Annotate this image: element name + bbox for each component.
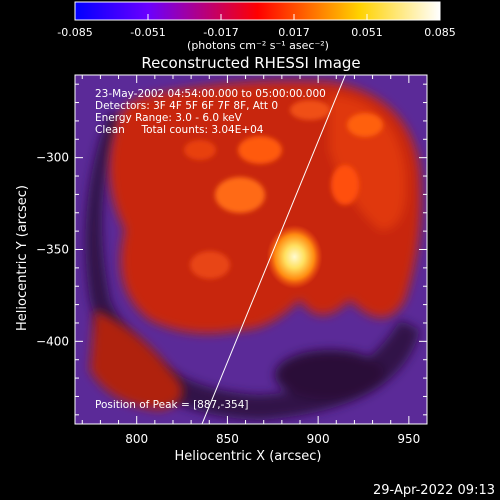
axis-ticks: 800 850 900 950 −300 −350 −400	[36, 75, 428, 446]
y-tick-label: −400	[36, 334, 69, 348]
heatmap-image	[75, 75, 427, 424]
bright-clumps	[184, 100, 383, 279]
colorbar: -0.085 -0.051 -0.017 0.017 0.051 0.085 (photo…	[57, 1, 456, 52]
colorbar-tick-label: -0.085	[57, 26, 92, 39]
y-tick-label: −350	[36, 243, 69, 257]
colorbar-tick-label: 0.017	[278, 26, 310, 39]
annotation-time: 23-May-2002 04:54:00.000 to 05:00:00.000	[95, 88, 326, 100]
colorbar-tick-label: 0.051	[351, 26, 383, 39]
annotation-energy: Energy Range: 3.0 - 6.0 keV	[95, 112, 243, 124]
solar-limb-line	[201, 75, 346, 424]
annotation-detectors: Detectors: 3F 4F 5F 6F 7F 8F, Att 0	[95, 100, 278, 112]
x-axis-label: Heliocentric X (arcsec)	[175, 449, 322, 464]
annotations: 23-May-2002 04:54:00.000 to 05:00:00.000…	[95, 88, 326, 411]
colorbar-tick-label: -0.017	[203, 26, 238, 39]
colorbar-gradient	[75, 2, 440, 20]
peak-position-label: Position of Peak = [887,-354]	[95, 399, 249, 411]
colorbar-frame	[74, 1, 441, 21]
y-tick-label: −300	[36, 151, 69, 165]
x-tick-label: 950	[397, 432, 420, 446]
colorbar-unit-label: (photons cm⁻² s⁻¹ asec⁻²)	[187, 39, 329, 52]
y-axis-label: Heliocentric Y (arcsec)	[15, 185, 30, 331]
x-tick-label: 800	[125, 432, 148, 446]
colorbar-tick-label: -0.051	[130, 26, 165, 39]
footer-timestamp: 29-Apr-2022 09:13	[373, 483, 495, 498]
colorbar-tick-label: 0.085	[424, 26, 456, 39]
x-tick-label: 850	[216, 432, 239, 446]
x-tick-label: 900	[307, 432, 330, 446]
annotation-clean: Clean Total counts: 3.04E+04	[95, 124, 264, 136]
chart-title: Reconstructed RHESSI Image	[141, 54, 360, 72]
colorbar-ticks: -0.085 -0.051 -0.017 0.017 0.051 0.085	[57, 14, 456, 39]
peak-emission	[266, 224, 323, 289]
